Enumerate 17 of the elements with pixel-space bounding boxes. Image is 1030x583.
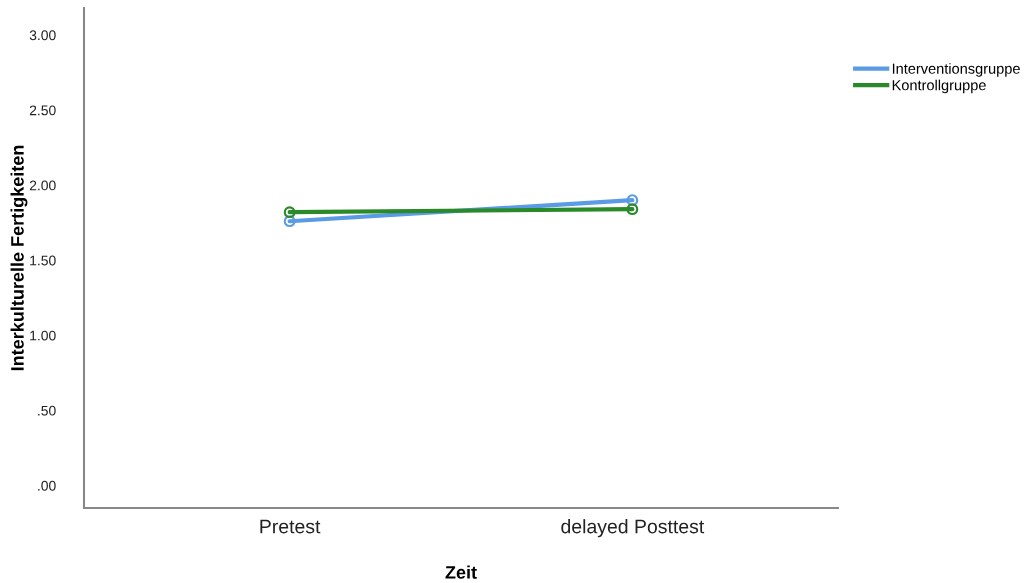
legend-label: Kontrollgruppe <box>892 79 986 94</box>
y-tick-label: 1.00 <box>30 330 56 341</box>
y-tick-label: 1.50 <box>30 255 56 266</box>
point <box>283 206 296 219</box>
y-tick-label: 2.00 <box>29 180 56 191</box>
y-tick-label: 2.50 <box>29 105 56 116</box>
point <box>283 215 296 228</box>
y-tick-label: .00 <box>38 480 56 491</box>
x-tick-label: Pretest <box>260 519 321 534</box>
point <box>626 203 639 216</box>
x-axis-title: Zeit <box>445 565 477 579</box>
legend-label: Interventionsgruppe <box>892 63 1020 77</box>
y-axis-title: Interkulturelle Fertigkeiten <box>10 145 28 371</box>
x-tick-label: delayed Posttest <box>561 519 705 538</box>
y-tick-label: .50 <box>38 405 56 416</box>
point <box>626 194 639 207</box>
y-tick-label: 3.00 <box>29 30 56 41</box>
